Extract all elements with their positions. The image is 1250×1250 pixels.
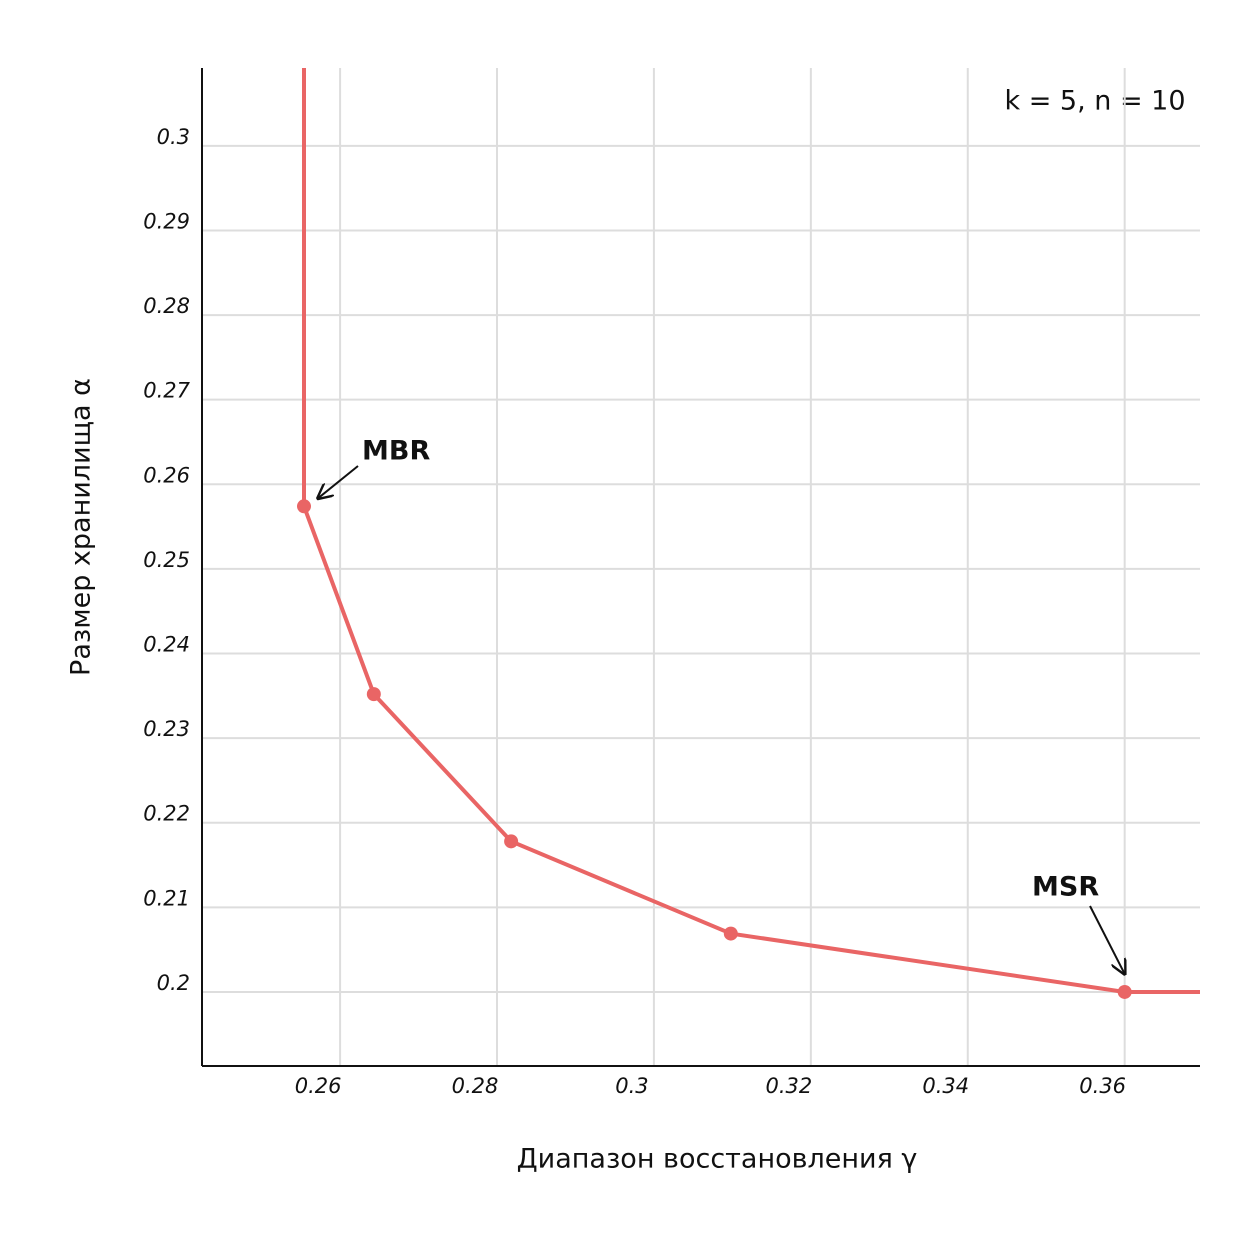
x-tick-label: 0.26 — [295, 1074, 342, 1098]
y-tick-label: 0.29 — [143, 209, 190, 233]
arrow — [1089, 905, 1125, 974]
point — [504, 834, 519, 849]
annotation: k = 5, n = 10 — [1004, 86, 1185, 117]
y-tick-label: 0.22 — [143, 802, 190, 826]
y-tick-label: 0.27 — [143, 379, 190, 403]
point — [366, 687, 381, 702]
x-tick-label: 0.36 — [1079, 1074, 1126, 1098]
x-tick-label: 0.32 — [765, 1074, 812, 1098]
point-label: MBR — [362, 436, 430, 467]
y-tick-label: 0.28 — [143, 294, 190, 318]
y-tick-label: 0.25 — [143, 548, 190, 572]
y-tick-label: 0.23 — [143, 717, 190, 741]
arrow — [318, 465, 359, 498]
point — [723, 926, 738, 941]
y-tick-label: 0.3 — [157, 125, 190, 149]
x-tick-label: 0.28 — [452, 1074, 499, 1098]
y-tick-label: 0.21 — [143, 886, 190, 910]
line — [301, 68, 1200, 994]
y-tick-label: 0.24 — [143, 633, 190, 657]
y-tick-label: 0.2 — [157, 971, 190, 995]
point — [1117, 984, 1132, 999]
x-axis-label: Диапазон восстановления γ — [517, 1144, 918, 1175]
x-tick-label: 0.34 — [922, 1074, 969, 1098]
y-tick-label: 0.26 — [143, 463, 190, 487]
point-label: MSR — [1032, 872, 1099, 903]
x-tick-label: 0.3 — [615, 1074, 648, 1098]
point — [296, 499, 311, 514]
y-axis-label: Размер хранилища α — [66, 378, 97, 676]
